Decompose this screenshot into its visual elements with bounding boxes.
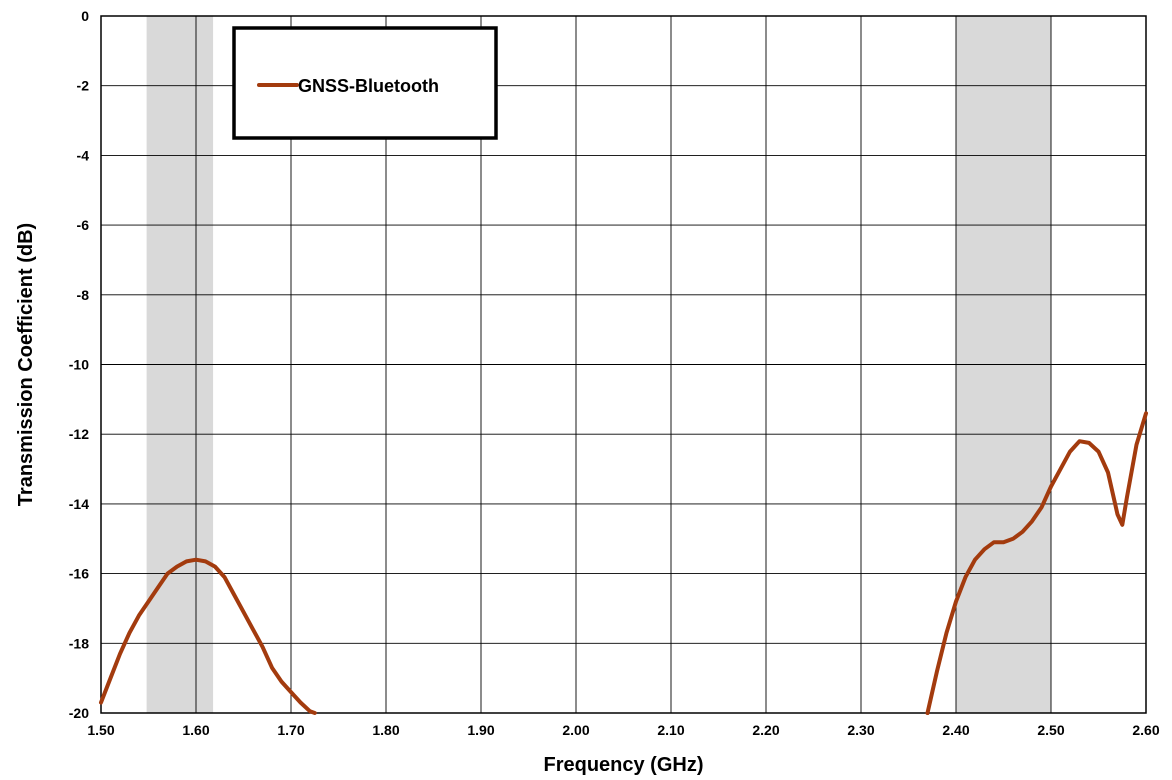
y-tick-label: -6	[77, 217, 90, 233]
x-tick-label: 1.60	[182, 722, 209, 738]
x-tick-label: 2.60	[1132, 722, 1159, 738]
y-tick-label: -20	[69, 705, 89, 721]
series-lines	[99, 411, 1148, 715]
y-tick-label: -10	[69, 357, 89, 373]
series-line	[925, 411, 1148, 715]
y-tick-label: -14	[69, 496, 89, 512]
x-tick-label: 2.00	[562, 722, 589, 738]
x-tick-labels: 1.50 1.60 1.70 1.80 1.90 2.00 2.10 2.20 2.30 2.40…	[87, 722, 1159, 738]
y-tick-label: -4	[77, 147, 90, 163]
x-tick-label: 2.40	[942, 722, 969, 738]
x-tick-label: 1.70	[277, 722, 304, 738]
y-tick-label: 0	[81, 8, 89, 24]
x-tick-label: 2.50	[1037, 722, 1064, 738]
plot-area-frame	[100, 15, 1147, 714]
x-tick-label: 2.20	[752, 722, 779, 738]
legend: GNSS-Bluetooth	[232, 26, 498, 140]
series-line	[99, 557, 317, 715]
y-tick-label: -8	[77, 287, 90, 303]
y-tick-label: -2	[77, 78, 90, 94]
legend-label: GNSS-Bluetooth	[298, 76, 439, 96]
y-axis-title: Transmission Coefficient (dB)	[15, 223, 37, 506]
x-tick-label: 2.10	[657, 722, 684, 738]
x-tick-label: 1.90	[467, 722, 494, 738]
x-tick-label: 1.80	[372, 722, 399, 738]
x-axis-title: Frequency (GHz)	[543, 754, 703, 776]
x-tick-label: 2.30	[847, 722, 874, 738]
y-tick-label: -16	[69, 566, 89, 582]
x-tick-label: 1.50	[87, 722, 114, 738]
y-tick-label: -12	[69, 426, 89, 442]
y-tick-label: -18	[69, 635, 89, 651]
y-tick-labels: 0 -2 -4 -6 -8 -10 -12 -14 -16 -18 -20	[69, 8, 89, 721]
